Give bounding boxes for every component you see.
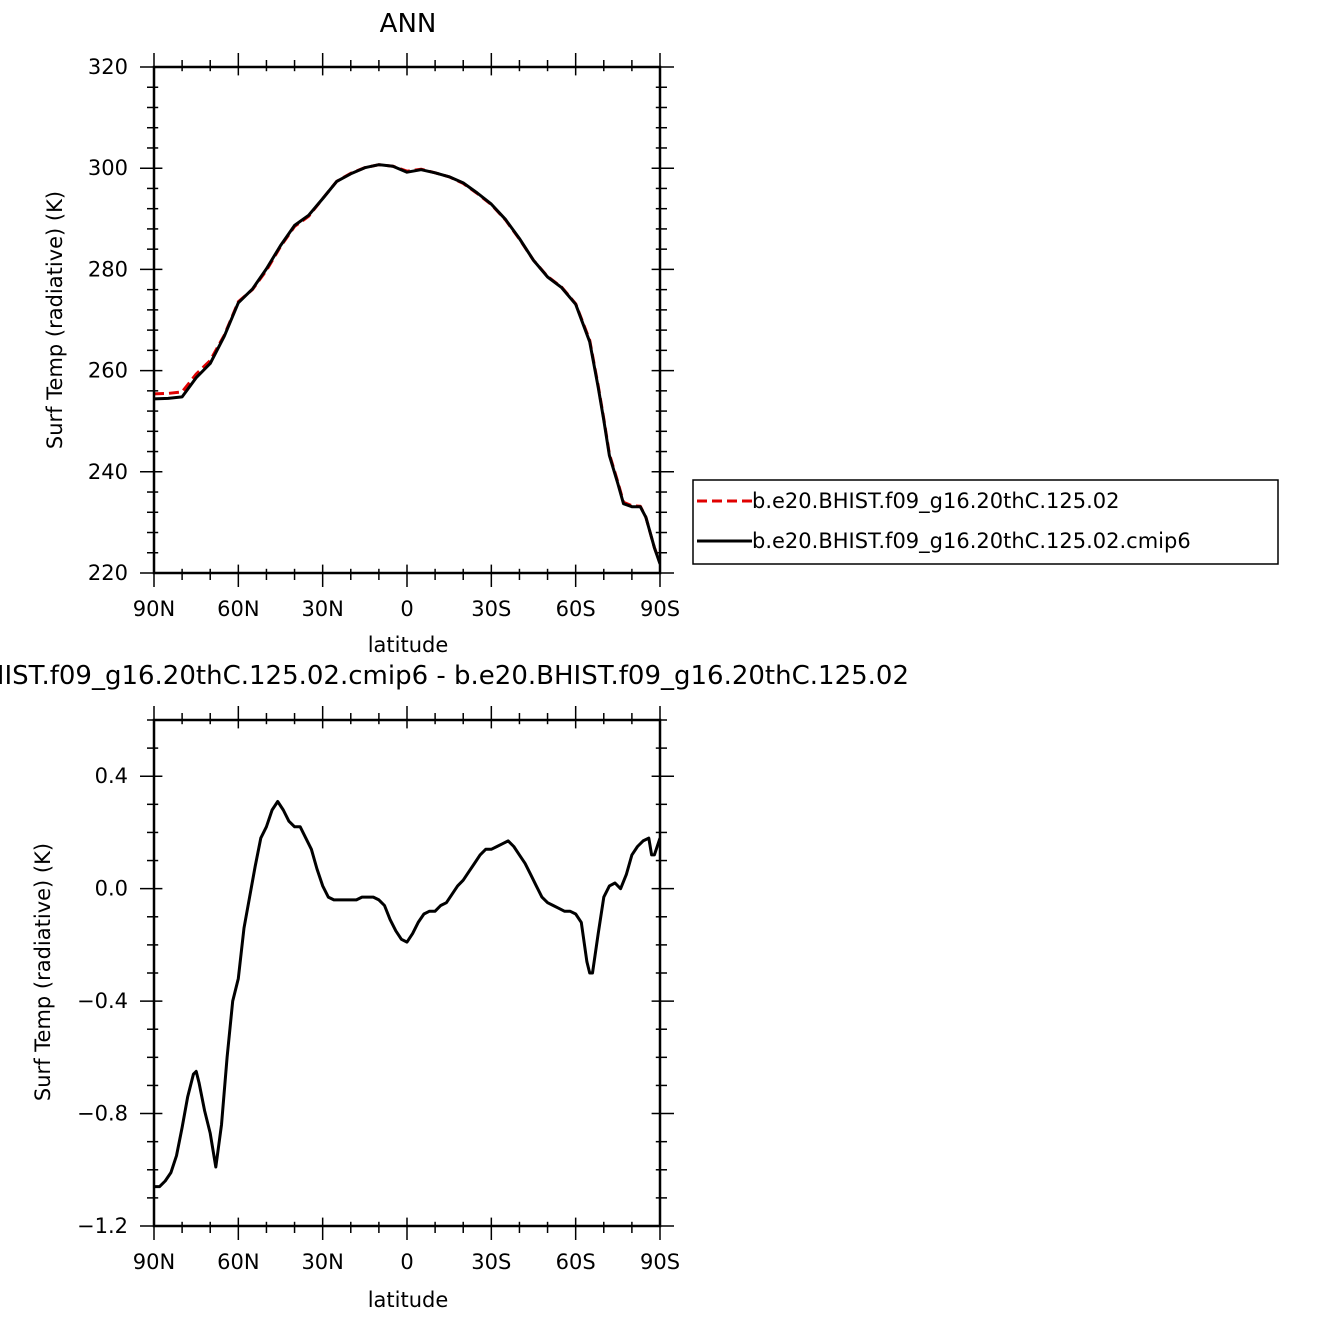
- y-tick-label: −0.4: [77, 989, 128, 1013]
- plot-frame: [152, 718, 662, 1228]
- y-tick-label: −1.2: [77, 1214, 128, 1238]
- x-tick-label: 60S: [556, 1250, 596, 1274]
- x-tick-label: 30S: [471, 597, 511, 621]
- x-tick-label: 60S: [556, 597, 596, 621]
- top-chart-ylabel: Surf Temp (radiative) (K): [43, 191, 67, 449]
- legend-label-series-1: b.e20.BHIST.f09_g16.20thC.125.02: [752, 489, 1119, 514]
- bottom-chart-xlabel: latitude: [368, 1288, 449, 1312]
- x-tick-label: 30N: [301, 1250, 343, 1274]
- series-line-1: [154, 163, 660, 564]
- bottom-chart-title: b.e20.BHIST.f09_g16.20thC.125.02.cmip6 -…: [0, 661, 909, 691]
- y-tick-label: −0.8: [77, 1102, 128, 1126]
- bottom-line-chart: b.e20.BHIST.f09_g16.20thC.125.02.cmip6 -…: [0, 661, 909, 1312]
- y-tick-label: 0.0: [95, 877, 128, 901]
- top-line-chart: ANN Surf Temp (radiative) (K) latitude 2…: [43, 9, 680, 657]
- x-tick-label: 60N: [217, 597, 259, 621]
- top-chart-xlabel: latitude: [368, 633, 449, 657]
- top-chart-title: ANN: [380, 9, 437, 39]
- x-tick-label: 30N: [301, 597, 343, 621]
- bottom-chart-ylabel: Surf Temp (radiative) (K): [31, 843, 55, 1101]
- x-tick-label: 90N: [133, 1250, 175, 1274]
- y-tick-label: 260: [88, 359, 128, 383]
- y-tick-label: 320: [88, 55, 128, 79]
- y-tick-label: 240: [88, 460, 128, 484]
- series-line-2: [154, 163, 660, 565]
- x-tick-label: 60N: [217, 1250, 259, 1274]
- plot-frame: [152, 65, 662, 575]
- x-tick-label: 90S: [640, 597, 680, 621]
- series-line-1: [154, 800, 660, 1189]
- y-tick-label: 0.4: [95, 764, 128, 788]
- x-tick-label: 0: [400, 1250, 413, 1274]
- y-tick-label: 220: [88, 561, 128, 585]
- legend-frame: [692, 479, 1279, 565]
- y-tick-label: 300: [88, 156, 128, 180]
- x-tick-label: 90S: [640, 1250, 680, 1274]
- y-tick-label: 280: [88, 257, 128, 281]
- x-tick-label: 90N: [133, 597, 175, 621]
- legend-label-series-2: b.e20.BHIST.f09_g16.20thC.125.02.cmip6: [752, 529, 1191, 554]
- x-tick-label: 0: [400, 597, 413, 621]
- top-chart-legend: b.e20.BHIST.f09_g16.20thC.125.02 b.e20.B…: [692, 479, 1279, 565]
- x-tick-label: 30S: [471, 1250, 511, 1274]
